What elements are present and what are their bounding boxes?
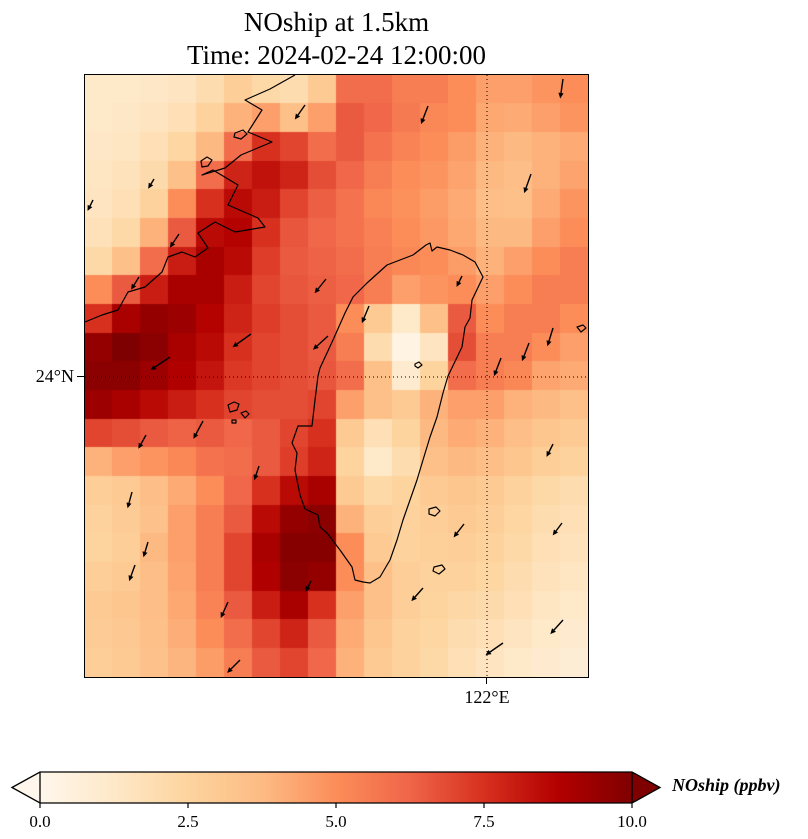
wind-arrow-shaft [548, 327, 554, 342]
coastline-guishan-island [414, 361, 423, 369]
coastline-mainland-china-coast [85, 75, 296, 323]
wind-arrow-shaft [297, 104, 306, 116]
wind-arrow-shaft [236, 333, 252, 345]
wind-arrow-shaft [150, 178, 155, 185]
wind-arrow-head [558, 92, 564, 99]
wind-arrow-head [128, 575, 134, 582]
wind-arrow-shaft [128, 491, 133, 504]
lat-tick-label: 24°N [35, 366, 74, 386]
wind-arrow-head [485, 649, 492, 656]
wind-arrow-head [142, 551, 148, 558]
wind-arrow-head [138, 442, 144, 449]
map-panel [84, 74, 589, 678]
coastline-penghu-islands-3 [231, 419, 237, 424]
colorbar-tick-label: 7.5 [473, 812, 494, 831]
wind-arrow-head [253, 474, 259, 481]
wind-arrow-shaft [255, 465, 260, 476]
wind-arrow-shaft [553, 619, 564, 631]
plot-title-line2: Time: 2024-02-24 12:00:00 [186, 40, 487, 70]
coastline-orchid-island [432, 564, 446, 575]
wind-arrow-head [550, 628, 556, 635]
colorbar-tick-label: 2.5 [177, 812, 198, 831]
wind-arrow-head [314, 287, 321, 294]
wind-arrow-head [305, 585, 311, 592]
wind-arrow-shaft [317, 278, 327, 290]
colorbar-tick-label: 0.0 [29, 812, 50, 831]
wind-arrow-head [453, 531, 460, 538]
wind-arrow-shaft [130, 564, 136, 577]
wind-arrow-shaft [89, 199, 94, 207]
wind-arrow-head [193, 432, 199, 439]
wind-arrow-head [220, 611, 226, 619]
colorbar: 0.0 2.5 5.0 7.5 10.0 [10, 771, 662, 831]
wind-arrow-shaft [230, 659, 241, 670]
map-overlay [85, 75, 588, 677]
coastline-penghu-islands-2 [240, 410, 250, 419]
wind-arrow-head [87, 204, 93, 211]
wind-arrow-head [546, 340, 552, 347]
wind-arrow-shaft [456, 523, 465, 534]
wind-arrow-head [294, 113, 301, 120]
wind-arrow-head [169, 241, 176, 248]
lon-tick-label: 122°E [464, 687, 510, 707]
wind-arrow-head [420, 118, 426, 125]
wind-arrow-head [456, 280, 462, 287]
coastline-east-edge-island [576, 324, 587, 333]
wind-arrow-head [126, 502, 132, 509]
wind-arrow-head [523, 187, 529, 194]
wind-arrow-head [552, 529, 559, 536]
wind-arrow-shaft [307, 580, 312, 588]
colorbar-min-arrow [12, 772, 40, 803]
wind-arrow-head [227, 667, 233, 673]
wind-arrow-shaft [195, 420, 204, 435]
wind-arrow-shaft [133, 276, 140, 286]
wind-arrow-head [312, 344, 319, 350]
wind-arrow-head [493, 370, 499, 377]
wind-arrow-shaft [140, 434, 147, 445]
wind-arrow-shaft [523, 342, 530, 357]
wind-arrow-shaft [363, 305, 370, 319]
lon-tick-mark [486, 677, 488, 684]
plot-title: NOship at 1.5km Time: 2024-02-24 12:00:0… [85, 6, 588, 72]
wind-arrow-shaft [525, 173, 532, 189]
wind-arrow-head [148, 182, 154, 189]
wind-arrow-shaft [489, 642, 504, 653]
lat-tick-mark [77, 376, 85, 378]
colorbar-tick-label: 10.0 [617, 812, 647, 831]
wind-arrow-shaft [548, 443, 554, 453]
wind-arrow-shaft [154, 356, 171, 368]
wind-arrow-shaft [222, 601, 229, 614]
wind-arrow-head [411, 595, 417, 602]
wind-arrow-head [131, 283, 137, 290]
colorbar-title: NOship (ppbv) [672, 775, 781, 795]
colorbar-max-arrow [632, 772, 660, 803]
coastline-taiwan [291, 242, 484, 584]
colorbar-gradient [40, 772, 632, 803]
coastline-matsu-island [200, 156, 213, 168]
wind-arrow-shaft [495, 357, 502, 372]
wind-arrow-head [521, 355, 527, 362]
wind-arrow-shaft [560, 78, 564, 94]
wind-arrow-shaft [144, 541, 149, 553]
plot-title-line1: NOship at 1.5km [243, 7, 430, 37]
wind-arrow-head [546, 450, 552, 457]
wind-arrow-head [232, 341, 239, 348]
wind-arrow-shaft [414, 587, 424, 598]
heatmap-layer [85, 75, 588, 677]
wind-arrow-shaft [172, 233, 180, 244]
coastline-matsu-island-2 [233, 129, 248, 140]
coastline-penghu-islands [227, 401, 240, 413]
wind-arrow-shaft [316, 335, 329, 347]
wind-arrow-head [150, 364, 157, 371]
colorbar-tick-label: 5.0 [325, 812, 346, 831]
coastline-green-island [428, 506, 441, 517]
wind-arrow-shaft [458, 275, 463, 283]
wind-arrow-head [361, 317, 367, 324]
wind-arrow-shaft [422, 105, 429, 120]
wind-arrow-shaft [555, 522, 563, 532]
